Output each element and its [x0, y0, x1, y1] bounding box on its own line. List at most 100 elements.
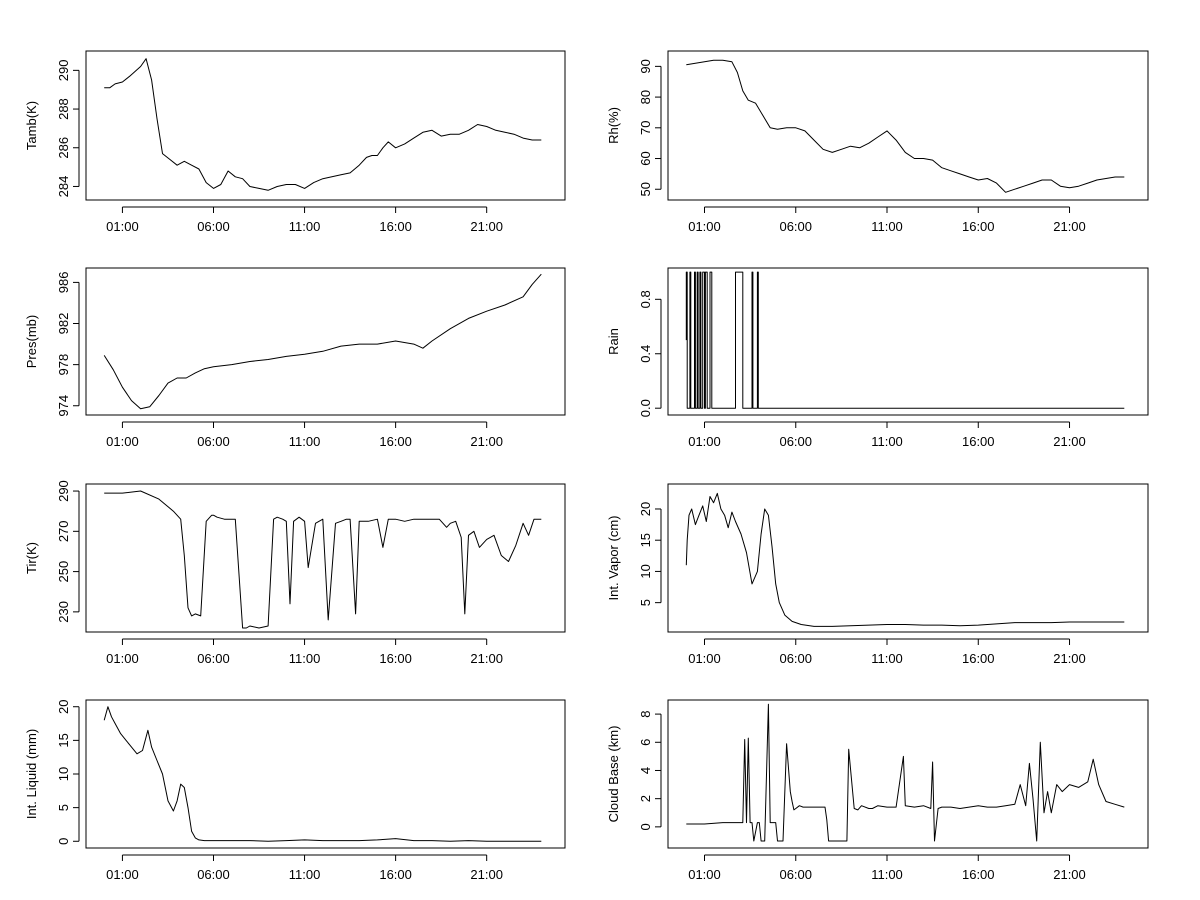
- y-axis-label: Tamb(K): [24, 101, 39, 150]
- y-tick-label: 15: [56, 733, 71, 747]
- y-tick-label: 15: [638, 533, 653, 547]
- x-tick-label: 11:00: [289, 651, 321, 666]
- x-tick-label: 16:00: [962, 651, 995, 666]
- panel-4: 01:00 06:00 11:00 16:00 21:00 0.0 0.4 0.8 Rain: [606, 267, 1149, 449]
- x-tick-label: 06:00: [779, 867, 812, 882]
- series-line: [685, 492, 1125, 627]
- x-tick-label: 21:00: [470, 651, 503, 666]
- panel-8: 01:00 06:00 11:00 16:00 21:00 0 2 4 6 8 Cloud Base…: [606, 699, 1149, 882]
- plot-frame: [85, 483, 566, 633]
- y-tick-label: 0: [638, 823, 653, 830]
- series-line: [685, 271, 1125, 409]
- y-tick-label: 978: [56, 354, 71, 376]
- panel-6: 01:00 06:00 11:00 16:00 21:00 5 10 15 20 Int. Vap…: [606, 483, 1149, 666]
- x-tick-label: 11:00: [871, 651, 903, 666]
- x-tick-label: 16:00: [379, 651, 412, 666]
- x-tick-label: 21:00: [1053, 219, 1086, 234]
- y-tick-label: 0: [56, 838, 71, 845]
- series-line: [104, 58, 542, 191]
- x-tick-label: 06:00: [197, 651, 230, 666]
- panel-5: 01:00 06:00 11:00 16:00 21:00 230 250 270 290 Tir…: [24, 480, 566, 666]
- y-tick-label: 60: [638, 151, 653, 165]
- x-tick-label: 01:00: [106, 219, 139, 234]
- y-tick-label: 70: [638, 121, 653, 135]
- y-tick-label: 10: [638, 564, 653, 578]
- y-tick-label: 6: [638, 739, 653, 746]
- x-tick-label: 16:00: [379, 219, 412, 234]
- y-tick-label: 20: [56, 699, 71, 713]
- plot-frame: [85, 50, 566, 201]
- y-tick-label: 80: [638, 90, 653, 104]
- y-tick-label: 2: [638, 795, 653, 802]
- y-tick-label: 0.0: [638, 399, 653, 417]
- y-tick-label: 250: [56, 561, 71, 583]
- x-tick-label: 01:00: [688, 867, 721, 882]
- y-tick-label: 986: [56, 272, 71, 294]
- x-tick-label: 16:00: [962, 867, 995, 882]
- y-axis-label: Int. Vapor (cm): [606, 515, 621, 600]
- y-tick-label: 5: [638, 599, 653, 606]
- series-line: [104, 490, 542, 629]
- x-tick-label: 11:00: [289, 434, 321, 449]
- series-line: [686, 59, 1125, 193]
- y-axis-label: Int. Liquid (mm): [24, 729, 39, 819]
- y-tick-label: 4: [638, 767, 653, 774]
- y-tick-label: 982: [56, 313, 71, 335]
- x-tick-label: 06:00: [779, 434, 812, 449]
- x-tick-label: 06:00: [197, 434, 230, 449]
- plot-frame: [85, 267, 566, 416]
- y-axis-label: Rain: [606, 328, 621, 355]
- plot-frame: [667, 699, 1149, 849]
- y-tick-label: 974: [56, 395, 71, 417]
- y-tick-label: 284: [56, 176, 71, 198]
- y-tick-label: 8: [638, 710, 653, 717]
- y-tick-label: 290: [56, 59, 71, 81]
- y-axis-label: Cloud Base (km): [606, 726, 621, 823]
- x-tick-label: 11:00: [871, 434, 903, 449]
- y-tick-label: 5: [56, 804, 71, 811]
- y-axis-label: Tir(K): [24, 542, 39, 574]
- x-tick-label: 01:00: [688, 434, 721, 449]
- y-tick-label: 290: [56, 480, 71, 502]
- x-tick-label: 11:00: [289, 219, 321, 234]
- y-tick-label: 10: [56, 767, 71, 781]
- x-tick-label: 01:00: [106, 651, 139, 666]
- plot-frame: [667, 267, 1149, 416]
- plot-frame: [667, 483, 1149, 633]
- series-line: [103, 273, 542, 410]
- x-tick-label: 11:00: [871, 867, 903, 882]
- series-line: [686, 703, 1125, 842]
- x-tick-label: 16:00: [962, 219, 995, 234]
- x-tick-label: 16:00: [962, 434, 995, 449]
- plot-frame: [85, 699, 566, 849]
- y-tick-label: 286: [56, 137, 71, 159]
- y-tick-label: 20: [638, 502, 653, 516]
- x-tick-label: 21:00: [1053, 867, 1086, 882]
- x-tick-label: 16:00: [379, 434, 412, 449]
- x-tick-label: 06:00: [779, 651, 812, 666]
- x-tick-label: 01:00: [106, 434, 139, 449]
- y-tick-label: 0.4: [638, 345, 653, 363]
- x-tick-label: 21:00: [1053, 434, 1086, 449]
- x-tick-label: 06:00: [197, 219, 230, 234]
- x-tick-label: 01:00: [688, 219, 721, 234]
- x-tick-label: 21:00: [1053, 651, 1086, 666]
- y-tick-label: 50: [638, 182, 653, 196]
- panel-7: 01:00 06:00 11:00 16:00 21:00 0 5 10 15 20 Int. Li…: [24, 699, 566, 882]
- x-tick-label: 06:00: [197, 867, 230, 882]
- x-tick-label: 21:00: [470, 219, 503, 234]
- x-tick-label: 16:00: [379, 867, 412, 882]
- plot-frame: [667, 50, 1149, 201]
- panel-3: 01:00 06:00 11:00 16:00 21:00 974 978 982 986 Pre…: [24, 267, 566, 449]
- x-tick-label: 21:00: [470, 867, 503, 882]
- y-tick-label: 90: [638, 59, 653, 73]
- y-axis-label: Pres(mb): [24, 315, 39, 368]
- y-axis-label: Rh(%): [606, 107, 621, 144]
- x-tick-label: 01:00: [106, 867, 139, 882]
- x-tick-label: 11:00: [289, 867, 321, 882]
- panel-2: 01:00 06:00 11:00 16:00 21:00 50 60 70 80 90 Rh(%): [606, 50, 1149, 234]
- x-tick-label: 21:00: [470, 434, 503, 449]
- y-tick-label: 270: [56, 520, 71, 542]
- series-line: [103, 706, 542, 842]
